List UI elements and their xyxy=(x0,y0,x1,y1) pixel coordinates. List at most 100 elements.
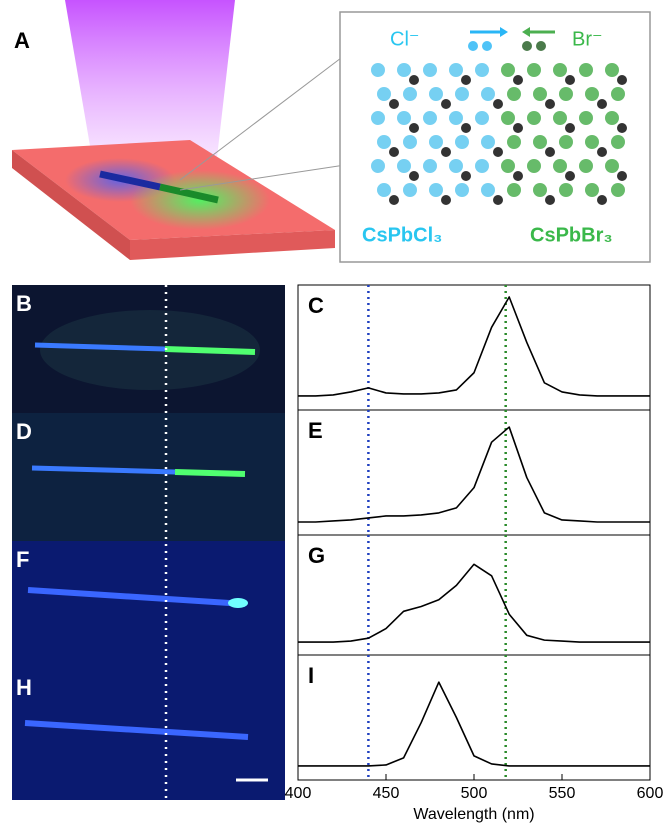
atom xyxy=(585,87,599,101)
panel-label: I xyxy=(308,663,314,688)
atom xyxy=(475,111,489,125)
panel-label: F xyxy=(16,547,29,572)
atom xyxy=(559,183,573,197)
atom xyxy=(545,195,555,205)
atom xyxy=(611,135,625,149)
atom xyxy=(513,171,523,181)
atom xyxy=(579,159,593,173)
atom xyxy=(565,75,575,85)
atom xyxy=(461,123,471,133)
atom xyxy=(455,87,469,101)
atom xyxy=(617,171,627,181)
atom xyxy=(397,63,411,77)
atom xyxy=(565,171,575,181)
atom xyxy=(403,183,417,197)
atom xyxy=(611,87,625,101)
atom xyxy=(461,75,471,85)
atom xyxy=(527,63,541,77)
atom xyxy=(553,111,567,125)
atom xyxy=(501,111,515,125)
atom xyxy=(429,87,443,101)
atom xyxy=(449,159,463,173)
atom xyxy=(545,99,555,109)
atom xyxy=(455,183,469,197)
atom xyxy=(377,87,391,101)
atom xyxy=(493,99,503,109)
atom xyxy=(371,63,385,77)
atom xyxy=(533,135,547,149)
atom xyxy=(449,63,463,77)
spectrum-line xyxy=(298,682,650,766)
atom xyxy=(605,63,619,77)
ion-label: Cl⁻ xyxy=(390,28,419,50)
atom xyxy=(371,111,385,125)
x-tick-label: 500 xyxy=(461,785,488,802)
spectrum-line xyxy=(298,297,650,396)
atom xyxy=(565,123,575,133)
x-tick-label: 600 xyxy=(637,785,664,802)
atom xyxy=(441,99,451,109)
atom xyxy=(559,135,573,149)
atom xyxy=(481,183,495,197)
atom xyxy=(553,159,567,173)
atom xyxy=(423,111,437,125)
panel-a-illustration xyxy=(12,0,650,262)
atom xyxy=(579,111,593,125)
atom xyxy=(533,183,547,197)
atom xyxy=(545,147,555,157)
atom xyxy=(507,135,521,149)
x-tick-label: 400 xyxy=(285,785,312,802)
atom xyxy=(605,159,619,173)
atom xyxy=(481,135,495,149)
atom xyxy=(527,159,541,173)
x-tick-label: 450 xyxy=(373,785,400,802)
atom xyxy=(389,147,399,157)
atom xyxy=(617,75,627,85)
atom xyxy=(559,87,573,101)
atom xyxy=(389,195,399,205)
atom xyxy=(493,195,503,205)
atom xyxy=(553,63,567,77)
atom xyxy=(397,159,411,173)
panel-label: C xyxy=(308,293,324,318)
panel-label: H xyxy=(16,675,32,700)
atom xyxy=(617,123,627,133)
atom xyxy=(533,87,547,101)
atom xyxy=(597,147,607,157)
panel-label: A xyxy=(14,28,30,53)
x-tick-label: 550 xyxy=(549,785,576,802)
panel-frame xyxy=(298,410,650,535)
atom xyxy=(527,111,541,125)
atom xyxy=(481,87,495,101)
atom xyxy=(611,183,625,197)
atom xyxy=(585,183,599,197)
atom xyxy=(585,135,599,149)
panel-frame xyxy=(298,535,650,655)
phase-label: CsPbBr₃ xyxy=(530,224,613,246)
atom xyxy=(409,171,419,181)
atom xyxy=(597,99,607,109)
atom xyxy=(403,135,417,149)
atom xyxy=(423,63,437,77)
atom xyxy=(377,183,391,197)
atom xyxy=(429,183,443,197)
atom xyxy=(389,99,399,109)
atom xyxy=(449,111,463,125)
panel-frame xyxy=(298,655,650,780)
atom xyxy=(493,147,503,157)
atom xyxy=(513,75,523,85)
atom xyxy=(507,87,521,101)
spectrum-line xyxy=(298,427,650,522)
atom xyxy=(513,123,523,133)
atom xyxy=(579,63,593,77)
atom xyxy=(397,111,411,125)
atom xyxy=(597,195,607,205)
phase-label: CsPbCl₃ xyxy=(362,224,442,246)
atom xyxy=(423,159,437,173)
atom xyxy=(501,159,515,173)
atom xyxy=(429,135,443,149)
figure: A Cl⁻ Br⁻ CsPbCl₃ CsPbBr₃ BDFH CEGI40045… xyxy=(0,0,668,826)
ion-label: Br⁻ xyxy=(572,28,603,50)
atom xyxy=(605,111,619,125)
atom xyxy=(409,123,419,133)
